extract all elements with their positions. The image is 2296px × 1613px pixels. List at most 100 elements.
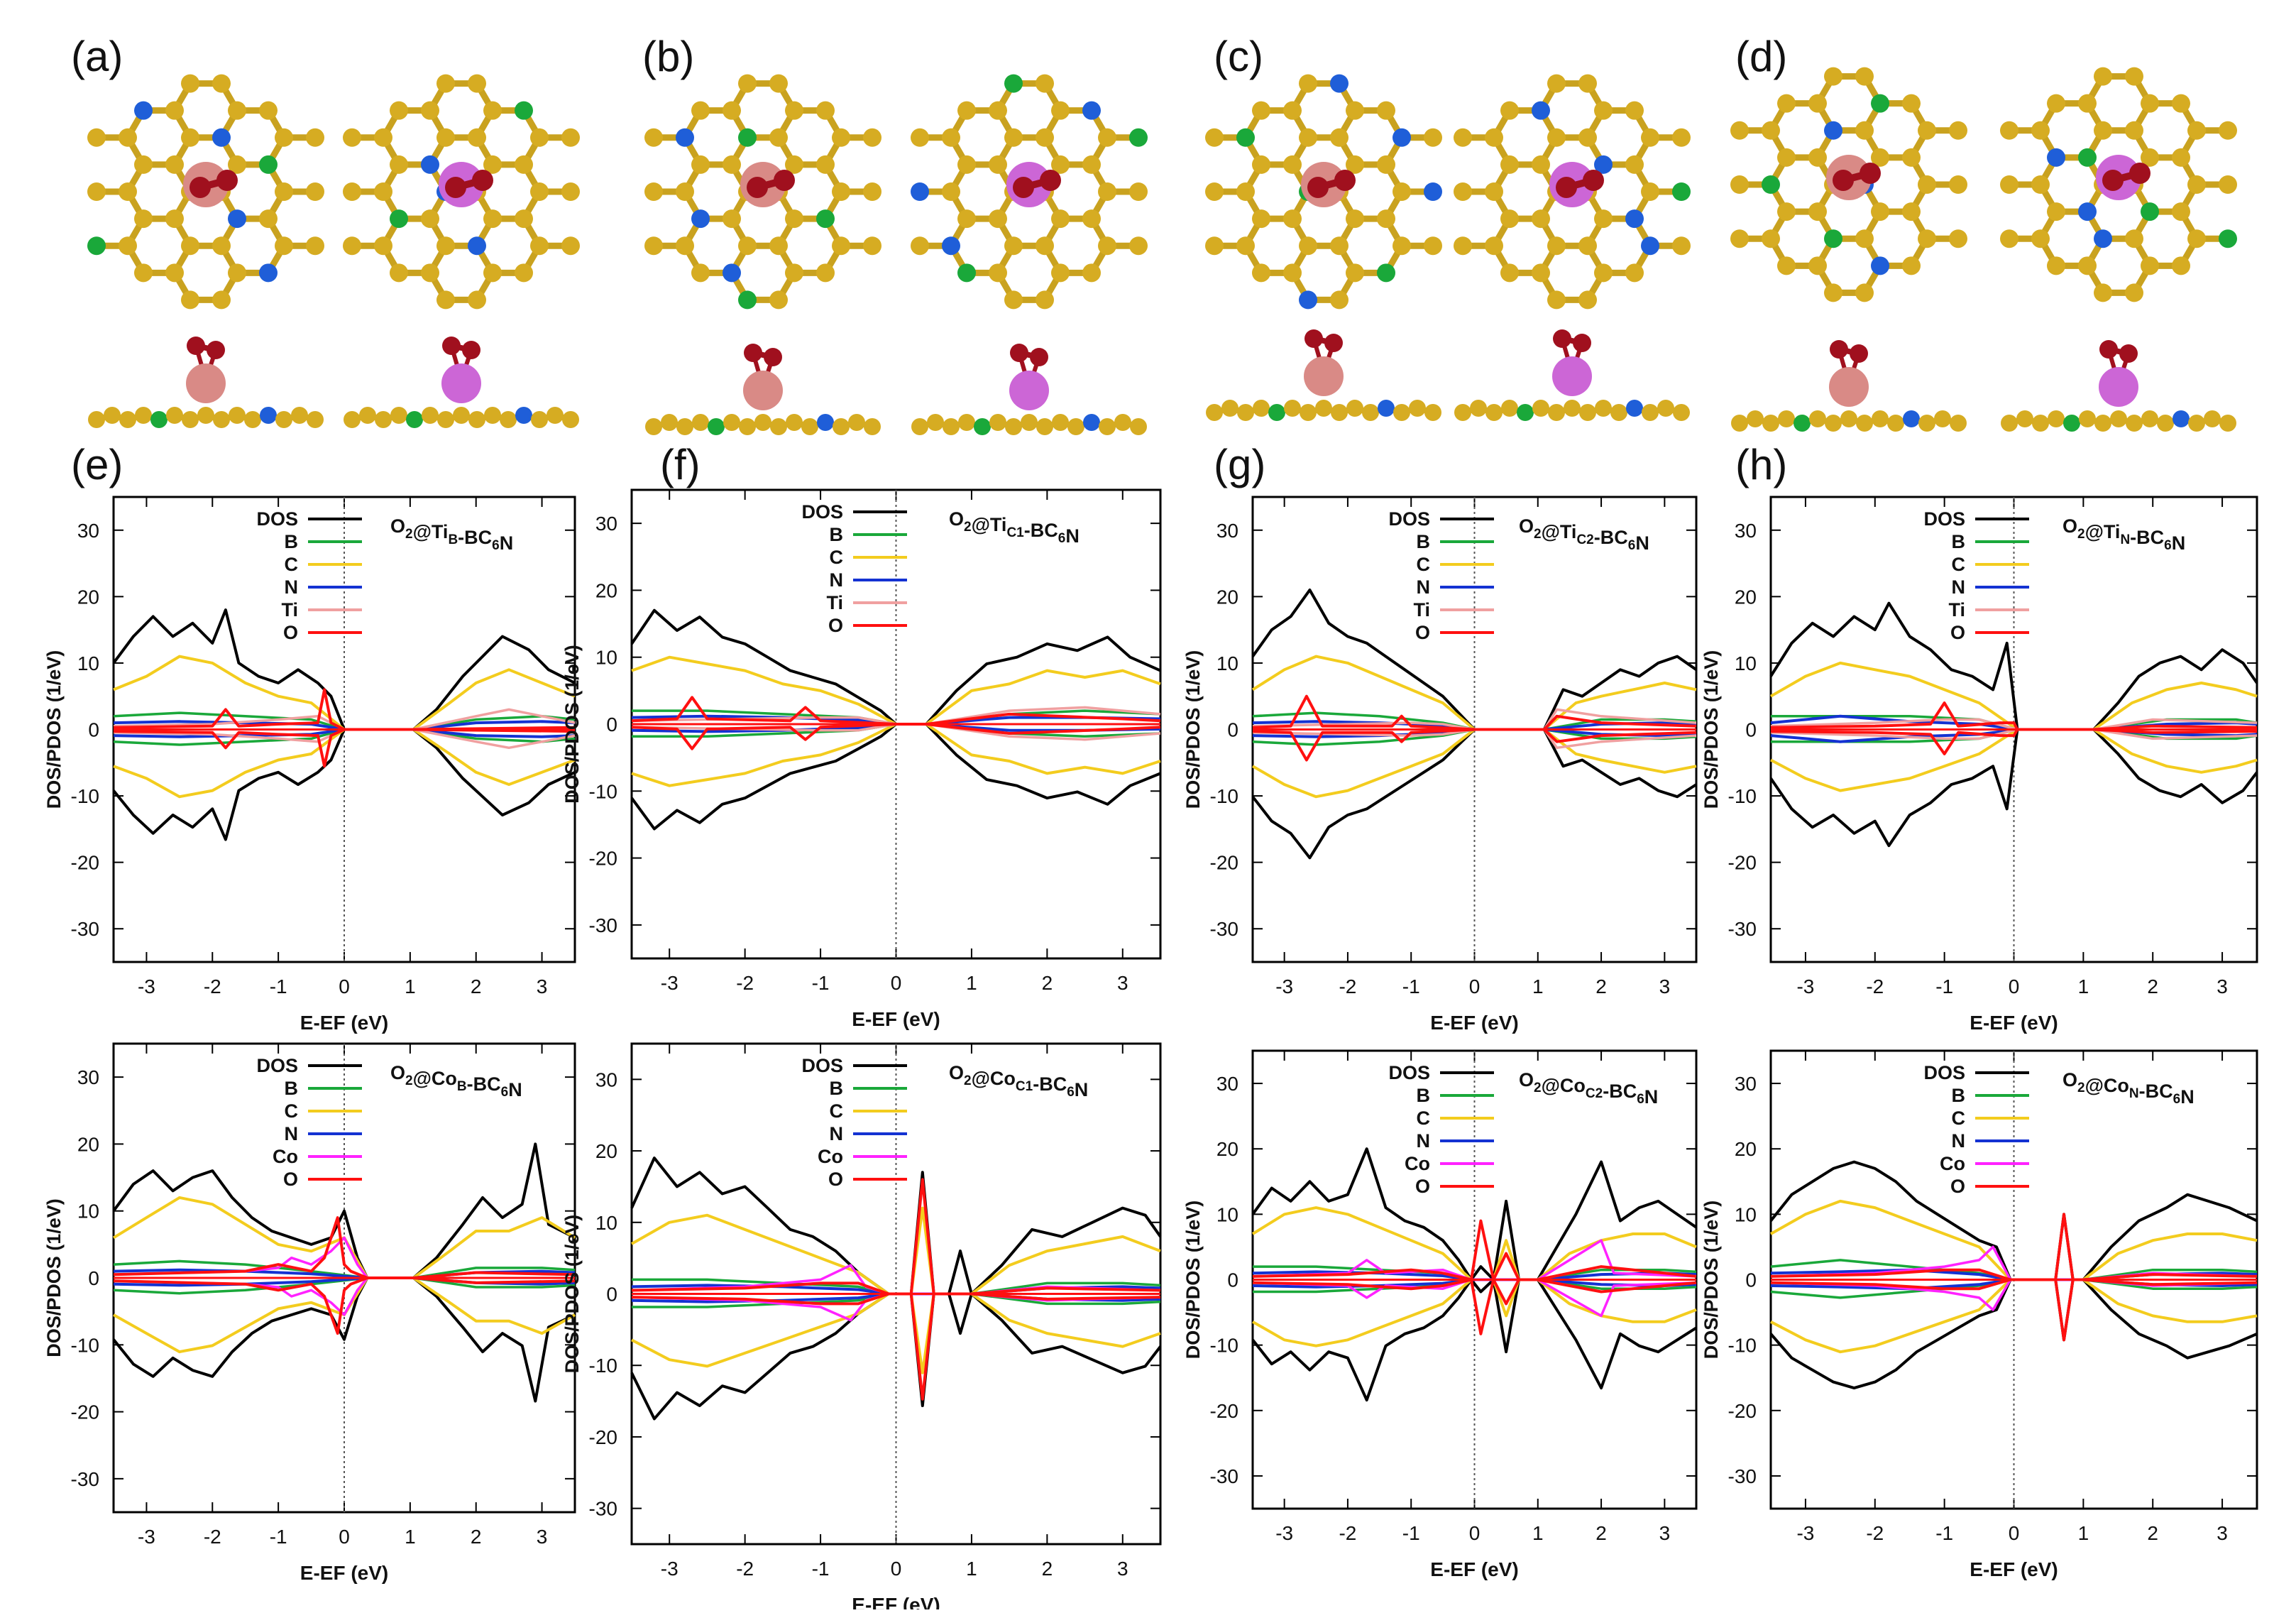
atom [212, 236, 231, 256]
legend-label: C [1952, 554, 1966, 575]
atom [1236, 182, 1255, 201]
atom [816, 209, 835, 229]
atom [1949, 175, 1967, 194]
atom [1252, 155, 1270, 174]
atom [2047, 94, 2065, 113]
atom [406, 411, 423, 428]
atom [119, 236, 137, 256]
atom [927, 414, 944, 431]
atom [390, 209, 408, 229]
atom [1346, 263, 1364, 283]
atom [1454, 182, 1472, 201]
atom [2001, 415, 2018, 432]
x-tick-label: 3 [1659, 1522, 1671, 1544]
series-line-dos [1251, 728, 1698, 860]
y-tick-label: 0 [1227, 1269, 1238, 1291]
oxygen-atom [472, 170, 493, 191]
y-tick-label: -20 [589, 848, 617, 870]
atom [769, 290, 788, 310]
atom [1205, 236, 1224, 256]
atom [958, 414, 975, 431]
atom [1673, 404, 1690, 421]
atom [1762, 121, 1780, 140]
atom [2078, 256, 2097, 275]
atom [259, 155, 278, 174]
atom [1051, 101, 1070, 120]
series-line-dos [1251, 1278, 1698, 1401]
atom [181, 74, 199, 93]
atom [1594, 209, 1613, 229]
atom [1237, 404, 1254, 421]
atom [343, 182, 361, 201]
atom [1808, 256, 1827, 275]
atom [1330, 74, 1349, 93]
atom [1777, 148, 1796, 167]
atom [515, 407, 532, 424]
atom [1578, 236, 1597, 256]
atom [2172, 94, 2190, 113]
atom [1051, 263, 1070, 283]
atom [1299, 236, 1317, 256]
y-tick-label: 20 [1735, 1138, 1757, 1160]
atom [1918, 229, 1936, 248]
oxygen-atom [764, 348, 782, 366]
atom [2172, 148, 2190, 167]
x-axis-label: E-EF (eV) [300, 1012, 388, 1034]
legend-label: B [1952, 1085, 1966, 1106]
atom [229, 407, 246, 424]
atom [436, 74, 455, 93]
y-tick-label: -20 [1728, 1400, 1757, 1422]
legend-label: DOS [1923, 508, 1965, 530]
atom [1315, 400, 1332, 417]
y-axis-label: DOS/PDOS (1/eV) [1701, 1201, 1722, 1360]
y-tick-label: 30 [595, 1068, 617, 1090]
legend-label: B [1417, 1085, 1431, 1106]
atom [1824, 283, 1842, 302]
side-view-structure [1454, 329, 1690, 421]
atom [483, 209, 502, 229]
atom [1777, 94, 1796, 113]
atom [1548, 404, 1565, 421]
atom [421, 263, 439, 283]
atom [911, 128, 929, 147]
atom [134, 263, 153, 283]
atom [708, 418, 725, 435]
y-axis-label: DOS/PDOS (1/eV) [43, 1198, 65, 1357]
atom [1067, 418, 1084, 435]
atom [816, 101, 835, 120]
atom [165, 101, 184, 120]
atom [561, 182, 580, 201]
atom [1808, 94, 1827, 113]
atom [942, 236, 960, 256]
x-tick-label: 0 [891, 1558, 902, 1580]
atom [374, 128, 392, 147]
atom [1252, 101, 1270, 120]
chart-title: O2@TiN-BC6N [2062, 515, 2185, 554]
atom [691, 263, 710, 283]
x-tick-label: -3 [1275, 1522, 1293, 1544]
atom [770, 418, 787, 435]
atom [1532, 263, 1550, 283]
oxygen-atom [2119, 344, 2138, 363]
atom [816, 263, 835, 283]
atom [1762, 175, 1780, 194]
atom [436, 236, 455, 256]
legend-label: DOS [256, 1055, 298, 1076]
atom [1731, 415, 1748, 432]
chart-title: O2@CoC2-BC6N [1519, 1069, 1658, 1108]
atom [1762, 415, 1779, 432]
atom [244, 411, 261, 428]
atom [134, 101, 153, 120]
top-view-structure [87, 74, 324, 310]
atom [691, 155, 710, 174]
atom [942, 182, 960, 201]
atom [1918, 121, 1936, 140]
atom [1299, 128, 1317, 147]
atom [500, 411, 517, 428]
atom [2125, 229, 2143, 248]
atom [1657, 400, 1674, 417]
series-line-dos [1769, 1160, 2258, 1281]
y-tick-label: 10 [1735, 1203, 1757, 1225]
